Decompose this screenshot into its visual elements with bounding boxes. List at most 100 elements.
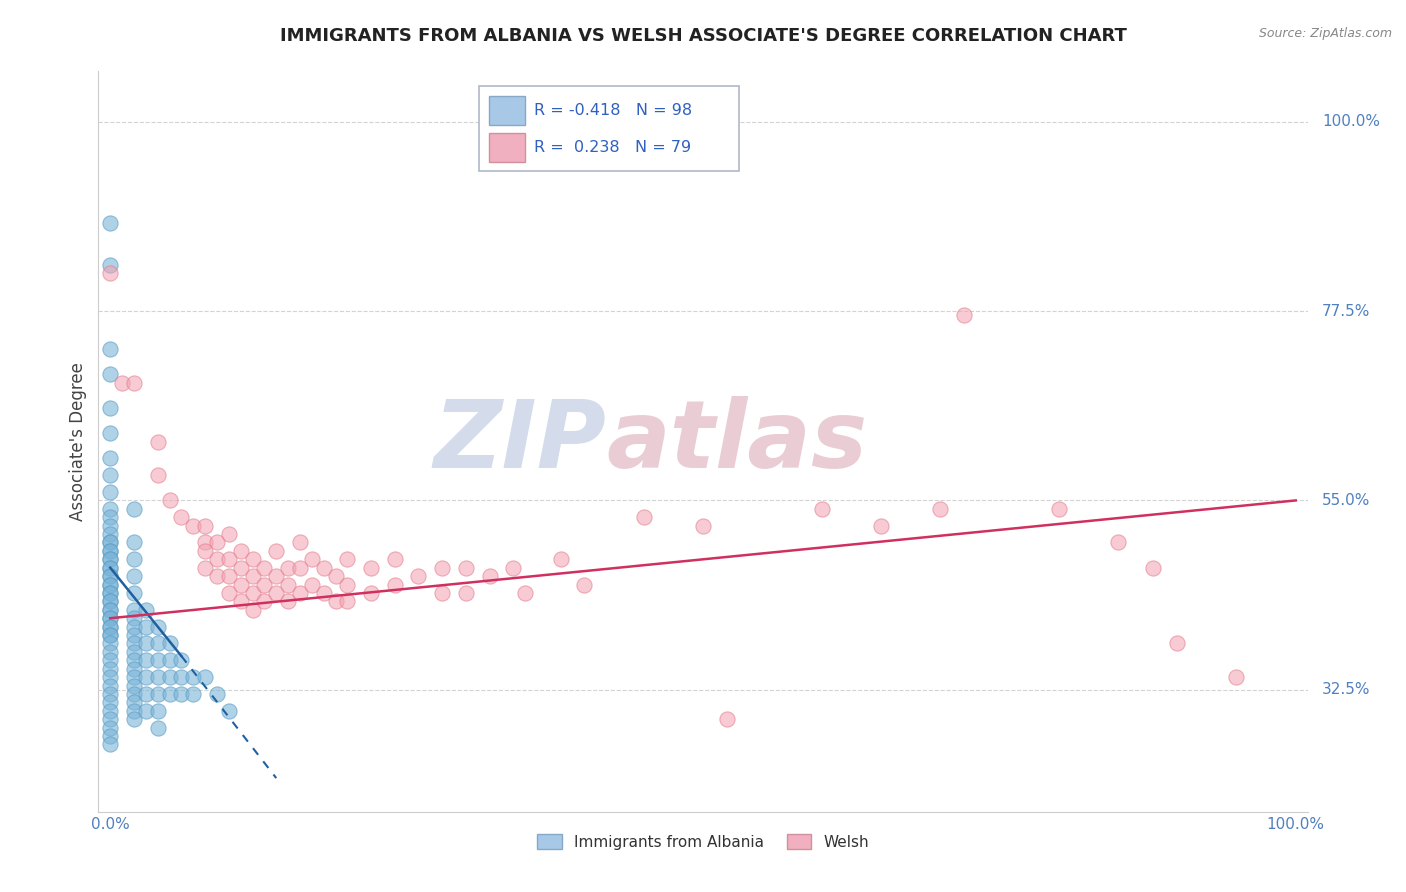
Point — [181, 670, 204, 684]
Point — [146, 619, 169, 633]
Point — [1107, 535, 1129, 549]
Point — [98, 662, 121, 676]
Point — [122, 376, 145, 390]
Point — [122, 603, 145, 617]
Point — [122, 712, 145, 726]
Text: 100.0%: 100.0% — [1322, 114, 1381, 129]
Point — [98, 603, 121, 617]
Point — [135, 670, 157, 684]
Point — [122, 662, 145, 676]
Point — [122, 552, 145, 566]
Point — [98, 426, 121, 441]
Point — [159, 636, 181, 650]
Point — [159, 653, 181, 667]
Point — [98, 560, 121, 574]
Point — [98, 679, 121, 693]
Point — [98, 569, 121, 583]
Point — [205, 552, 228, 566]
Point — [98, 577, 121, 591]
Point — [242, 552, 264, 566]
Point — [253, 560, 276, 574]
Point — [229, 560, 252, 574]
Point — [181, 518, 204, 533]
Point — [301, 577, 323, 591]
Point — [146, 670, 169, 684]
Point — [98, 510, 121, 524]
Point — [98, 368, 121, 382]
Point — [98, 535, 121, 549]
Point — [98, 544, 121, 558]
Point — [159, 493, 181, 508]
Point — [98, 216, 121, 230]
Point — [218, 552, 240, 566]
Point — [122, 670, 145, 684]
Text: IMMIGRANTS FROM ALBANIA VS WELSH ASSOCIATE'S DEGREE CORRELATION CHART: IMMIGRANTS FROM ALBANIA VS WELSH ASSOCIA… — [280, 27, 1126, 45]
Point — [325, 594, 347, 608]
Point — [146, 704, 169, 718]
Point — [98, 342, 121, 356]
Point — [218, 569, 240, 583]
Point — [98, 451, 121, 466]
Point — [98, 611, 121, 625]
Point — [135, 619, 157, 633]
Point — [98, 586, 121, 600]
Text: 77.5%: 77.5% — [1322, 303, 1371, 318]
Point — [122, 645, 145, 659]
Point — [1047, 501, 1070, 516]
Point — [98, 485, 121, 500]
Point — [98, 645, 121, 659]
Text: R =  0.238   N = 79: R = 0.238 N = 79 — [534, 140, 690, 155]
Point — [205, 687, 228, 701]
Point — [122, 569, 145, 583]
Point — [122, 636, 145, 650]
Point — [869, 518, 891, 533]
Point — [952, 309, 974, 323]
Point — [574, 577, 596, 591]
Point — [146, 687, 169, 701]
Point — [98, 603, 121, 617]
Point — [98, 560, 121, 574]
Point — [360, 586, 382, 600]
Point — [336, 594, 359, 608]
Point — [98, 611, 121, 625]
Point — [159, 670, 181, 684]
Point — [159, 687, 181, 701]
Point — [146, 653, 169, 667]
Point — [810, 501, 832, 516]
Point — [98, 670, 121, 684]
Point — [194, 535, 217, 549]
Point — [170, 510, 193, 524]
Point — [194, 560, 217, 574]
Point — [432, 586, 454, 600]
Point — [929, 501, 952, 516]
Point — [98, 468, 121, 483]
Point — [122, 586, 145, 600]
Point — [277, 594, 299, 608]
Point — [288, 586, 311, 600]
Point — [253, 594, 276, 608]
Point — [122, 628, 145, 642]
Point — [135, 704, 157, 718]
Point — [550, 552, 572, 566]
Point — [122, 687, 145, 701]
Text: R = -0.418   N = 98: R = -0.418 N = 98 — [534, 103, 692, 118]
Point — [277, 560, 299, 574]
Point — [408, 569, 430, 583]
Point — [205, 535, 228, 549]
Point — [515, 586, 537, 600]
Point — [122, 679, 145, 693]
Point — [135, 636, 157, 650]
Point — [336, 552, 359, 566]
Point — [146, 434, 169, 449]
Point — [122, 653, 145, 667]
Point — [1142, 560, 1164, 574]
Point — [633, 510, 655, 524]
Text: ZIP: ZIP — [433, 395, 606, 488]
Point — [181, 687, 204, 701]
Point — [194, 518, 217, 533]
Point — [454, 560, 477, 574]
Point — [98, 712, 121, 726]
Point — [135, 603, 157, 617]
Point — [98, 577, 121, 591]
Point — [312, 560, 335, 574]
